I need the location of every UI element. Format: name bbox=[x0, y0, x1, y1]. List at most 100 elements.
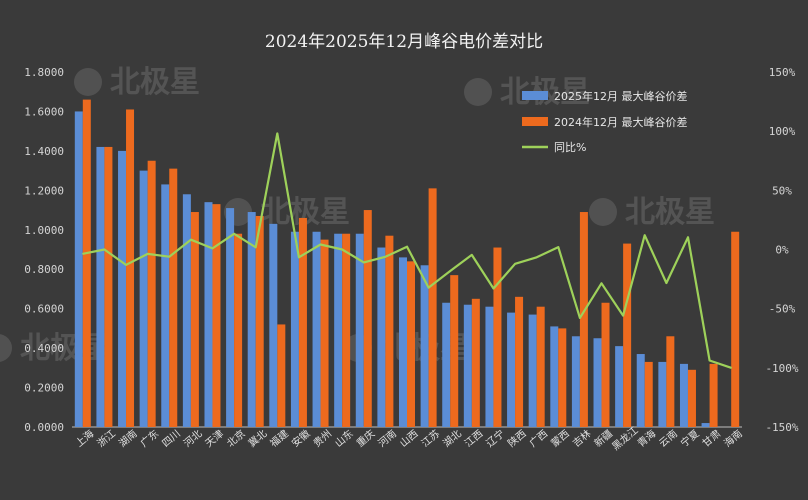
watermarks: 北极星北极星北极星北极星北极星北极星 bbox=[0, 65, 715, 366]
bar-2025 bbox=[399, 257, 407, 427]
bar-2025 bbox=[571, 336, 580, 427]
bar-2024 bbox=[342, 233, 351, 427]
category-label: 甘肃 bbox=[699, 427, 723, 450]
category-label: 海南 bbox=[721, 427, 745, 450]
y-left-tick: 0.2000 bbox=[24, 382, 64, 395]
yoy-point bbox=[211, 247, 214, 250]
bar-2025 bbox=[377, 247, 386, 427]
yoy-line bbox=[82, 132, 732, 369]
bar-2025 bbox=[442, 302, 451, 427]
yoy-point bbox=[276, 132, 279, 135]
yoy-point bbox=[708, 359, 711, 362]
yoy-point bbox=[233, 232, 235, 235]
bars bbox=[74, 99, 740, 427]
bar-2025 bbox=[355, 233, 364, 427]
yoy-point bbox=[168, 255, 171, 258]
category-label: 天津 bbox=[203, 428, 226, 450]
watermark: 北极星 bbox=[0, 331, 110, 366]
bar-2024 bbox=[385, 235, 394, 427]
bar-2024 bbox=[255, 215, 264, 427]
bar-2024 bbox=[104, 146, 113, 427]
yoy-point bbox=[427, 286, 430, 289]
yoy-point bbox=[665, 282, 668, 284]
category-label: 安徽 bbox=[289, 427, 313, 450]
bar-2024 bbox=[579, 212, 588, 427]
category-label: 河北 bbox=[181, 428, 204, 450]
yoy-point bbox=[125, 264, 127, 266]
bar-2025 bbox=[204, 202, 213, 427]
bar-2025 bbox=[528, 314, 537, 427]
y-left-tick: 1.6000 bbox=[24, 105, 64, 118]
category-label: 云南 bbox=[656, 427, 680, 450]
bar-2024 bbox=[731, 231, 740, 427]
bar-2024 bbox=[126, 109, 135, 427]
bar-2024 bbox=[666, 336, 675, 427]
chart-title: 2024年2025年12月峰谷电价差对比 bbox=[265, 32, 543, 52]
bar-2024 bbox=[644, 361, 653, 427]
bar-2025 bbox=[226, 208, 235, 427]
yoy-point bbox=[319, 243, 322, 246]
bar-2024 bbox=[558, 328, 567, 427]
yoy-point bbox=[406, 245, 408, 248]
y-left-tick: 0.4000 bbox=[24, 342, 64, 355]
category-label: 山西 bbox=[398, 428, 421, 450]
bar-2024 bbox=[169, 168, 178, 427]
yoy-point bbox=[449, 270, 452, 272]
category-label: 湖北 bbox=[441, 428, 464, 450]
bar-2025 bbox=[74, 111, 83, 427]
bar-2025 bbox=[463, 304, 472, 427]
category-label: 冀北 bbox=[246, 427, 270, 450]
yoy-point bbox=[622, 314, 624, 317]
yoy-point bbox=[254, 246, 257, 249]
bar-2025 bbox=[139, 170, 148, 427]
bar-2025 bbox=[636, 354, 645, 427]
bar-2024 bbox=[234, 233, 243, 427]
category-labels: 上海 浙江 湖南 广东 四川 河北 天津 北京 冀北 福建 安徽 贵州 山东 重庆 河南 山西 江苏 湖北 江西 辽宁… bbox=[73, 424, 745, 453]
y-left-tick: 0.8000 bbox=[24, 263, 64, 276]
yoy-point bbox=[146, 253, 149, 255]
bar-2025 bbox=[269, 223, 278, 427]
yoy-point bbox=[384, 256, 387, 258]
category-label: 浙江 bbox=[95, 428, 118, 450]
yoy-point bbox=[362, 261, 365, 264]
category-label: 陕西 bbox=[505, 427, 529, 450]
y-right-tick: -150% bbox=[765, 421, 798, 434]
bar-2025 bbox=[679, 363, 688, 427]
bar-2024 bbox=[709, 363, 718, 427]
category-label: 湖南 bbox=[116, 427, 140, 450]
yoy-point bbox=[643, 234, 646, 236]
bar-2024 bbox=[320, 239, 329, 427]
category-label: 广西 bbox=[527, 428, 550, 450]
category-label: 山东 bbox=[332, 427, 356, 450]
bar-2024 bbox=[536, 306, 545, 427]
watermark: 北极星 bbox=[224, 195, 350, 230]
y-left-tick: 1.0000 bbox=[24, 224, 64, 237]
bar-2024 bbox=[298, 217, 307, 427]
yoy-point bbox=[103, 248, 106, 251]
yoy-point bbox=[600, 282, 603, 285]
bar-2024 bbox=[471, 298, 480, 427]
legend-label-yoy: 同比% bbox=[554, 141, 586, 154]
legend-swatch-2025 bbox=[522, 91, 548, 100]
bar-2025 bbox=[118, 150, 127, 427]
bar-2024 bbox=[82, 99, 91, 427]
category-label: 贵州 bbox=[310, 427, 334, 450]
category-label: 吉林 bbox=[570, 427, 594, 450]
bar-2025 bbox=[420, 265, 429, 427]
yoy-point bbox=[579, 317, 581, 319]
bar-2025 bbox=[701, 423, 710, 427]
y-right-tick: 0% bbox=[775, 244, 789, 257]
bar-2025 bbox=[290, 231, 299, 427]
yoy-point bbox=[492, 287, 495, 290]
bar-2025 bbox=[247, 212, 256, 427]
y-right-tick: 150% bbox=[769, 66, 796, 79]
watermark-text: 北极星 bbox=[625, 195, 715, 230]
category-label: 黑龙江 bbox=[609, 424, 640, 453]
yoy-point bbox=[471, 254, 473, 256]
y-right-tick: -100% bbox=[765, 362, 798, 375]
category-label: 重庆 bbox=[354, 427, 378, 450]
y-right-tick: 50% bbox=[772, 184, 792, 197]
bar-2025 bbox=[658, 361, 667, 427]
